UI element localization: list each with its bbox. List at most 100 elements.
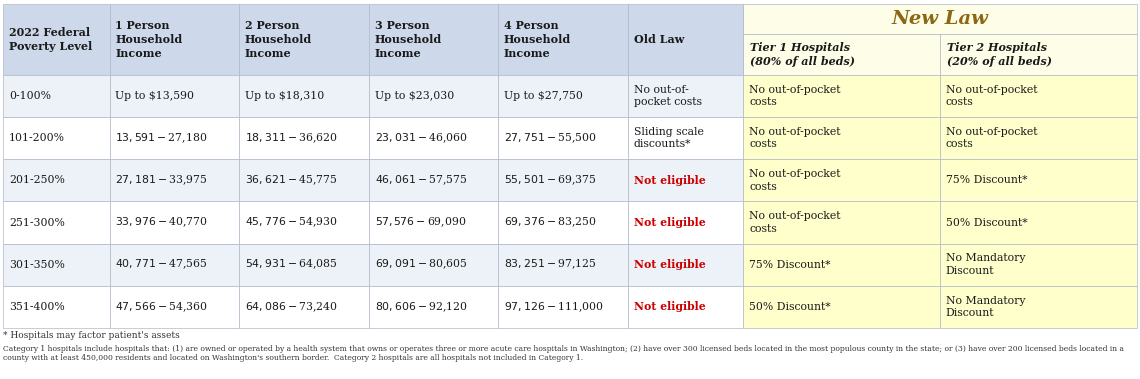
Text: $27,751-$55,500: $27,751-$55,500 — [504, 132, 597, 145]
Text: 75% Discount*: 75% Discount* — [749, 260, 831, 269]
Text: 251-300%: 251-300% — [9, 218, 65, 227]
Text: $80,606-$92,120: $80,606-$92,120 — [375, 300, 467, 313]
Bar — [239, 75, 369, 117]
Text: $55,501-$69,375: $55,501-$69,375 — [504, 174, 596, 187]
Bar — [239, 159, 369, 202]
Text: Not eligible: Not eligible — [634, 259, 706, 270]
Text: Old Law: Old Law — [634, 34, 684, 45]
Bar — [3, 159, 109, 202]
Text: 201-250%: 201-250% — [9, 175, 65, 185]
Text: No out-of-pocket
costs: No out-of-pocket costs — [749, 127, 840, 149]
Bar — [940, 286, 1137, 328]
Bar — [498, 159, 628, 202]
Bar — [940, 117, 1137, 159]
Bar — [369, 286, 498, 328]
Text: 351-400%: 351-400% — [9, 302, 65, 312]
Bar — [628, 159, 743, 202]
Text: No out-of-pocket
costs: No out-of-pocket costs — [946, 85, 1037, 107]
Text: 4 Person
Household
Income: 4 Person Household Income — [504, 20, 571, 59]
Text: $46,061-$57,575: $46,061-$57,575 — [375, 174, 466, 187]
Bar — [498, 75, 628, 117]
Bar — [369, 75, 498, 117]
Text: Up to $23,030: Up to $23,030 — [375, 91, 454, 101]
Bar — [628, 75, 743, 117]
Text: $23,031-$46,060: $23,031-$46,060 — [375, 132, 467, 145]
Bar — [109, 117, 239, 159]
Text: Not eligible: Not eligible — [634, 217, 706, 228]
Bar — [239, 202, 369, 244]
Bar — [3, 202, 109, 244]
Bar — [743, 34, 940, 75]
Bar — [743, 75, 940, 117]
Bar — [628, 117, 743, 159]
Bar — [3, 75, 109, 117]
Text: Tier 1 Hospitals
(80% of all beds): Tier 1 Hospitals (80% of all beds) — [750, 42, 855, 67]
Bar — [743, 202, 940, 244]
Bar — [239, 4, 369, 75]
Bar — [369, 202, 498, 244]
Bar — [3, 4, 109, 75]
Text: $54,931-$64,085: $54,931-$64,085 — [245, 258, 337, 271]
Text: Not eligible: Not eligible — [634, 301, 706, 312]
Text: 50% Discount*: 50% Discount* — [749, 302, 831, 312]
Text: $13,591-$27,180: $13,591-$27,180 — [115, 132, 207, 145]
Bar — [743, 286, 940, 328]
Bar — [369, 244, 498, 286]
Text: Sliding scale
discounts*: Sliding scale discounts* — [634, 127, 703, 149]
Bar — [940, 34, 1137, 75]
Text: $69,376-$83,250: $69,376-$83,250 — [504, 216, 597, 229]
Bar — [239, 244, 369, 286]
Bar — [3, 286, 109, 328]
Text: No out-of-
pocket costs: No out-of- pocket costs — [634, 85, 701, 107]
Text: 75% Discount*: 75% Discount* — [946, 175, 1027, 185]
Bar — [239, 117, 369, 159]
Text: 1 Person
Household
Income: 1 Person Household Income — [115, 20, 182, 59]
Text: No out-of-pocket
costs: No out-of-pocket costs — [749, 85, 840, 107]
Bar — [498, 117, 628, 159]
Bar — [628, 286, 743, 328]
Bar — [743, 244, 940, 286]
Text: No out-of-pocket
costs: No out-of-pocket costs — [749, 211, 840, 234]
Text: $83,251-$97,125: $83,251-$97,125 — [504, 258, 596, 271]
Text: Category 1 hospitals include hospitals that: (1) are owned or operated by a heal: Category 1 hospitals include hospitals t… — [3, 345, 1124, 362]
Bar — [109, 159, 239, 202]
Bar — [628, 4, 743, 75]
Bar — [940, 159, 1137, 202]
Text: 2022 Federal
Poverty Level: 2022 Federal Poverty Level — [9, 27, 92, 52]
Bar — [628, 202, 743, 244]
Text: 2 Person
Household
Income: 2 Person Household Income — [245, 20, 312, 59]
Text: 3 Person
Household
Income: 3 Person Household Income — [375, 20, 442, 59]
Text: $27,181-$33,975: $27,181-$33,975 — [115, 174, 209, 187]
Text: No out-of-pocket
costs: No out-of-pocket costs — [749, 169, 840, 192]
Bar — [239, 286, 369, 328]
Bar — [498, 286, 628, 328]
Text: Tier 2 Hospitals
(20% of all beds): Tier 2 Hospitals (20% of all beds) — [947, 42, 1052, 67]
Text: Up to $18,310: Up to $18,310 — [245, 91, 324, 101]
Text: 0-100%: 0-100% — [9, 91, 51, 101]
Text: No out-of-pocket
costs: No out-of-pocket costs — [946, 127, 1037, 149]
Text: 301-350%: 301-350% — [9, 260, 65, 269]
Bar — [498, 4, 628, 75]
Bar — [109, 4, 239, 75]
Bar — [109, 286, 239, 328]
Bar — [109, 244, 239, 286]
Text: Up to $13,590: Up to $13,590 — [115, 91, 195, 101]
Bar — [940, 202, 1137, 244]
Text: $36,621-$45,775: $36,621-$45,775 — [245, 174, 337, 187]
Bar — [3, 244, 109, 286]
Text: $ 47,566-$54,360: $ 47,566-$54,360 — [115, 300, 209, 313]
Text: $33,976-$40,770: $33,976-$40,770 — [115, 216, 209, 229]
Text: $40,771-$47,565: $40,771-$47,565 — [115, 258, 207, 271]
Bar — [743, 159, 940, 202]
Bar — [369, 159, 498, 202]
Text: Up to $27,750: Up to $27,750 — [504, 91, 583, 101]
Bar — [498, 202, 628, 244]
Bar — [628, 244, 743, 286]
Bar — [940, 75, 1137, 117]
Text: * Hospitals may factor patient's assets: * Hospitals may factor patient's assets — [3, 331, 180, 340]
Bar — [743, 4, 1137, 34]
Bar — [743, 117, 940, 159]
Bar — [940, 244, 1137, 286]
Text: No Mandatory
Discount: No Mandatory Discount — [946, 296, 1025, 318]
Text: $69,091-$80,605: $69,091-$80,605 — [375, 258, 467, 271]
